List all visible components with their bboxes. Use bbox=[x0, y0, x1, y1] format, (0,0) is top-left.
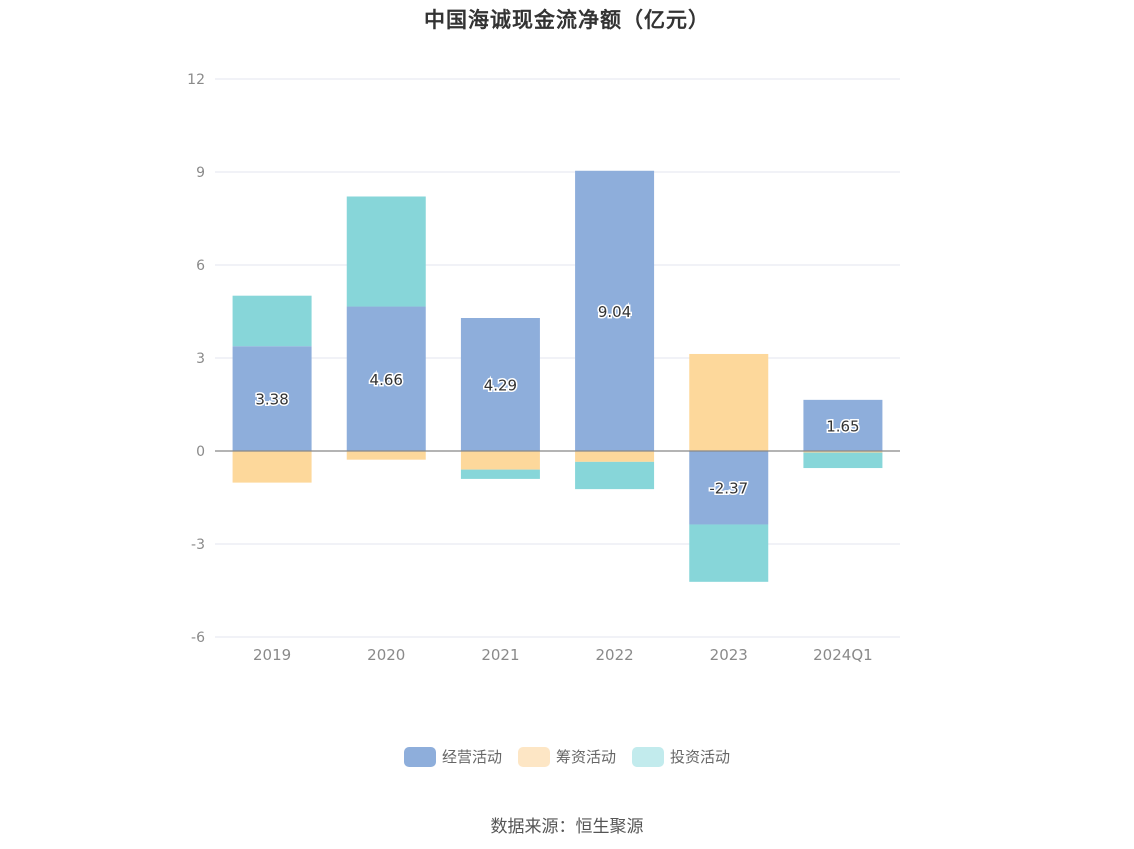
data-label-operating: 1.65 bbox=[826, 417, 859, 435]
bar-investing bbox=[460, 469, 540, 479]
legend-swatch-operating bbox=[403, 746, 436, 767]
legend-item-financing[interactable]: 筹资活动 bbox=[517, 746, 616, 767]
data-label-operating: 4.66 bbox=[370, 371, 403, 389]
legend-item-investing[interactable]: 投资活动 bbox=[632, 746, 730, 767]
bar-financing bbox=[460, 451, 540, 470]
bar-financing bbox=[689, 353, 769, 451]
bar-operating bbox=[575, 170, 655, 451]
bar-investing bbox=[803, 452, 883, 469]
bar-operating bbox=[803, 399, 883, 451]
data-label-operating: 3.38 bbox=[255, 391, 288, 409]
y-tick-label: 6 bbox=[196, 258, 205, 274]
y-tick-label: 0 bbox=[196, 444, 205, 460]
bar-financing bbox=[575, 451, 655, 462]
data-label-operating: 4.29 bbox=[484, 377, 517, 395]
bar-financing bbox=[803, 451, 883, 453]
bar-investing bbox=[346, 196, 426, 307]
x-tick-label: 2024Q1 bbox=[813, 646, 873, 664]
y-tick-label: -3 bbox=[191, 537, 205, 553]
legend-swatch-investing bbox=[632, 746, 664, 767]
x-tick-label: 2023 bbox=[710, 646, 748, 664]
bar-operating bbox=[346, 306, 426, 451]
x-tick-label: 2019 bbox=[253, 646, 291, 664]
bar-financing bbox=[346, 451, 426, 460]
source-note: 数据来源：恒生聚源 bbox=[490, 817, 644, 837]
legend-item-operating[interactable]: 经营活动 bbox=[403, 746, 502, 767]
x-tick-label: 2022 bbox=[595, 646, 633, 664]
legend-label-investing: 投资活动 bbox=[670, 748, 731, 766]
y-tick-label: -6 bbox=[191, 630, 205, 646]
bar-operating bbox=[689, 451, 769, 525]
legend-swatch-financing bbox=[517, 746, 550, 767]
legend: 经营活动 筹资活动 投资活动 bbox=[0, 746, 1134, 767]
x-tick-label: 2021 bbox=[481, 646, 519, 664]
bar-financing bbox=[232, 451, 312, 483]
bar-investing bbox=[575, 461, 655, 490]
bar-operating bbox=[460, 318, 540, 451]
y-tick-label: 3 bbox=[196, 351, 205, 367]
chart-title: 中国海诚现金流净额（亿元） bbox=[424, 8, 710, 32]
data-label-operating: -2.37 bbox=[709, 480, 748, 498]
data-label-operating: 9.04 bbox=[598, 303, 631, 321]
legend-label-operating: 经营活动 bbox=[441, 748, 502, 766]
y-tick-label: 12 bbox=[187, 72, 205, 88]
x-tick-label: 2020 bbox=[367, 646, 405, 664]
legend-label-financing: 筹资活动 bbox=[555, 748, 616, 766]
bar-investing bbox=[689, 524, 769, 582]
bar-operating bbox=[232, 346, 312, 451]
bar-investing bbox=[232, 295, 312, 347]
y-tick-label: 9 bbox=[196, 165, 205, 181]
